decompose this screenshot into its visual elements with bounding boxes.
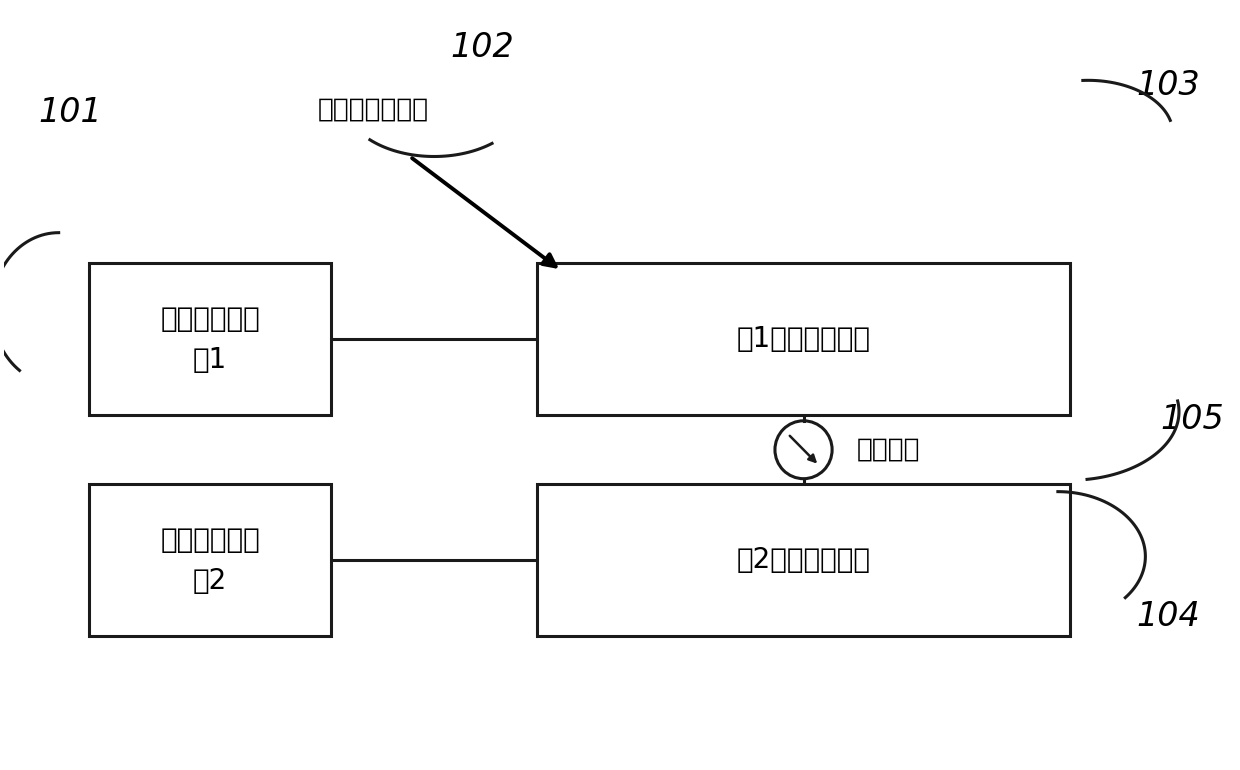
Bar [537, 484, 1070, 636]
Text: 水冷控制系统
极2: 水冷控制系统 极2 [160, 526, 260, 594]
Text: 102: 102 [450, 31, 515, 64]
Text: 101: 101 [38, 95, 102, 129]
Text: 极间通讯: 极间通讯 [857, 437, 920, 463]
Text: 水冷限负荷命令: 水冷限负荷命令 [317, 96, 429, 122]
Text: 105: 105 [1161, 403, 1225, 436]
Bar [89, 263, 331, 416]
Text: 水冷控制系统
极1: 水冷控制系统 极1 [160, 305, 260, 374]
Text: 103: 103 [1137, 69, 1200, 102]
Text: 极1上层控制主机: 极1上层控制主机 [737, 325, 870, 353]
Bar [537, 263, 1070, 416]
Text: 极2上层控制主机: 极2上层控制主机 [737, 546, 870, 574]
Text: 104: 104 [1137, 600, 1200, 632]
Bar [89, 484, 331, 636]
